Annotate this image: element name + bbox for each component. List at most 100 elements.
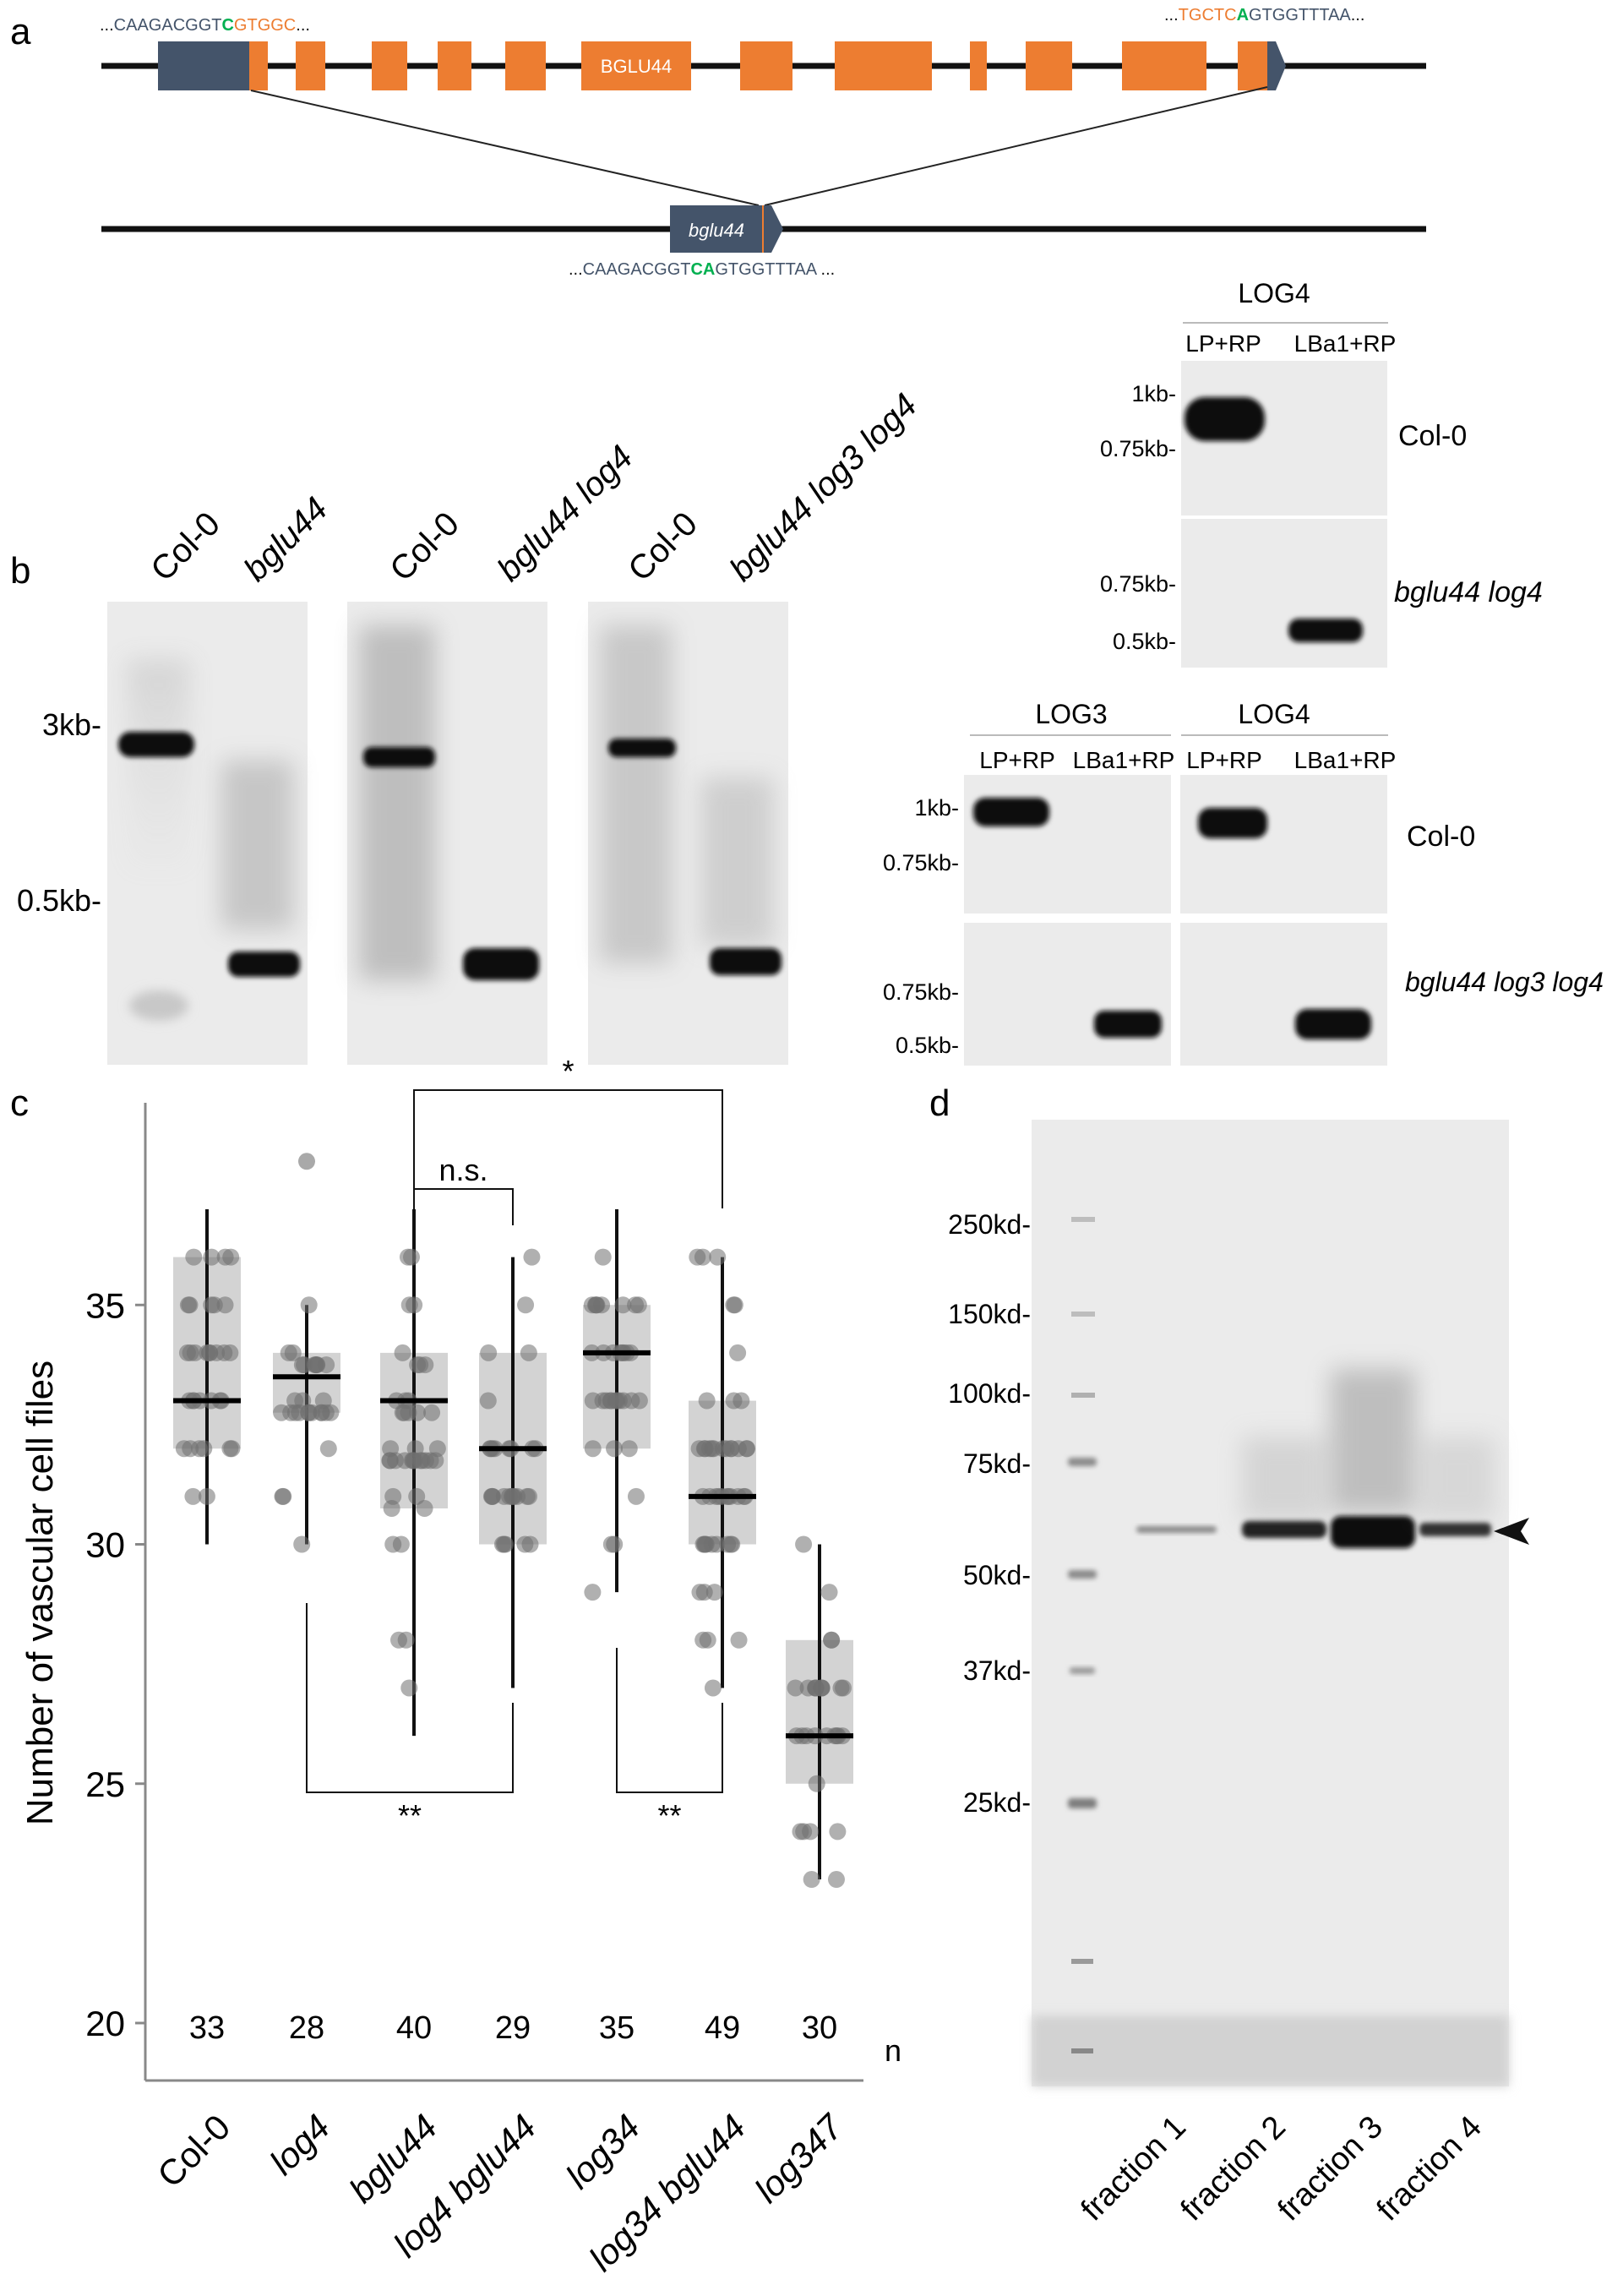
exon-11 — [1122, 41, 1206, 90]
data-point — [697, 1535, 715, 1553]
data-point — [397, 1631, 415, 1649]
panel-label-c: c — [10, 1083, 29, 1124]
marker-250kd: 250kd- — [948, 1209, 1031, 1240]
data-point — [523, 1248, 541, 1266]
gel-log4-top: LOG4 LP+RP LBa1+RP 1kb- 0.75kb- 0.75kb- … — [1100, 278, 1543, 668]
n-value: 35 — [599, 2010, 634, 2046]
ladder-band — [1068, 1570, 1097, 1579]
gel1-lane1-label: Col-0 — [144, 505, 227, 589]
gel2-lane1-label: Col-0 — [383, 505, 466, 589]
log4-title: LOG4 — [1238, 278, 1310, 308]
exon-7 — [740, 41, 792, 90]
data-point — [584, 1392, 602, 1410]
log3-marker2-0.75kb: 0.75kb- — [883, 979, 959, 1005]
data-point — [614, 1296, 632, 1314]
seq-left: ...CAAGACGGTCGTGGC... — [100, 16, 310, 35]
significance-label: * — [562, 1054, 574, 1088]
gel3-lane2-label: bglu44 log3 log4 — [722, 387, 924, 589]
data-point — [787, 1679, 804, 1697]
log4-marker2-0.5kb: 0.5kb- — [1113, 629, 1176, 654]
ladder-band — [1071, 1312, 1095, 1317]
data-point — [795, 1535, 813, 1553]
bottom-row2-label: bglu44 log3 log4 — [1405, 967, 1604, 997]
data-point — [608, 1392, 626, 1410]
exon-6 — [581, 41, 691, 90]
data-point — [802, 1823, 820, 1841]
marker-0.5kb: 0.5kb- — [17, 883, 101, 918]
bracket-line — [616, 1648, 723, 1793]
marker-150kd: 150kd- — [948, 1299, 1031, 1329]
marker-37kd: 37kd- — [963, 1655, 1031, 1686]
n-value: 49 — [705, 2010, 740, 2046]
fraction4-band — [1419, 1523, 1491, 1536]
data-point — [620, 1440, 638, 1458]
exon-5 — [505, 41, 546, 90]
category-label: Col-0 — [150, 2107, 237, 2195]
data-point — [704, 1679, 722, 1697]
bracket-line — [306, 1603, 514, 1793]
data-point — [808, 1775, 825, 1792]
log4b-col-lp: LP+RP — [1186, 747, 1262, 773]
fraction4-smear — [1419, 1437, 1495, 1521]
data-point — [729, 1344, 747, 1361]
ladder-band — [1070, 1667, 1095, 1674]
category-label: log4 — [262, 2107, 337, 2182]
marker-100kd: 100kd- — [948, 1378, 1031, 1409]
category-label: log34 — [558, 2107, 647, 2196]
data-point — [216, 1248, 234, 1266]
gel3-lane2-smear — [701, 777, 773, 946]
gel1-lane2-smear — [221, 761, 293, 930]
category-label: log347 — [747, 2106, 852, 2211]
data-point — [185, 1248, 203, 1266]
data-point — [725, 1296, 743, 1314]
significance-label: ** — [398, 1798, 422, 1833]
gel2-smear — [359, 625, 435, 980]
fraction2-band — [1242, 1521, 1326, 1538]
log4-gel-row2 — [1181, 519, 1387, 668]
data-point — [216, 1296, 234, 1314]
data-point — [518, 1487, 536, 1505]
data-point — [714, 1440, 732, 1458]
data-point — [520, 1344, 537, 1361]
arrowhead-icon — [1494, 1518, 1529, 1545]
ladder-band — [1068, 1458, 1097, 1466]
gel1-band-3kb — [118, 732, 194, 757]
data-point — [198, 1487, 215, 1505]
log3-marker-1kb: 1kb- — [914, 795, 959, 821]
data-point — [695, 1584, 713, 1601]
log4-marker-0.75kb: 0.75kb- — [1100, 436, 1176, 461]
seq-right: ...TGCTCAGTGGTTTAA... — [1164, 6, 1364, 25]
data-point — [709, 1248, 727, 1266]
data-point — [184, 1487, 202, 1505]
n-value: 33 — [189, 2010, 225, 2046]
fraction2-smear — [1242, 1437, 1326, 1521]
box-group: 33 Col-0 — [150, 1208, 241, 2195]
mutant-label: bglu44 — [689, 220, 744, 241]
n-value: 29 — [495, 2010, 531, 2046]
data-point — [689, 1248, 706, 1266]
ladder-band — [1071, 1959, 1093, 1964]
log4-band-mutant — [1288, 619, 1363, 642]
data-point — [400, 1679, 418, 1697]
gel-dye-front — [1032, 2015, 1509, 2086]
data-point — [203, 1248, 221, 1266]
gene-model: ...CAAGACGGTCGTGGC... ...TGCTCAGTGGTTTAA… — [100, 6, 1426, 279]
data-point — [694, 1631, 712, 1649]
data-point — [282, 1404, 300, 1421]
data-point — [411, 1356, 429, 1374]
exon-4 — [438, 41, 471, 90]
n-label: n — [885, 2033, 901, 2068]
log4b-col-lba: LBa1+RP — [1294, 747, 1397, 773]
box-group: 35 log34 — [558, 1208, 651, 2196]
data-point — [630, 1392, 648, 1410]
log3-gel-row2 — [964, 923, 1171, 1066]
gel1-faint-band — [129, 990, 188, 1021]
data-point — [423, 1404, 441, 1421]
data-point — [516, 1535, 534, 1553]
lane-fraction1: fraction 1 — [1075, 2109, 1193, 2228]
n-value: 30 — [802, 2010, 837, 2046]
data-point — [402, 1248, 420, 1266]
marker-3kb: 3kb- — [42, 707, 101, 742]
data-point — [308, 1356, 326, 1374]
